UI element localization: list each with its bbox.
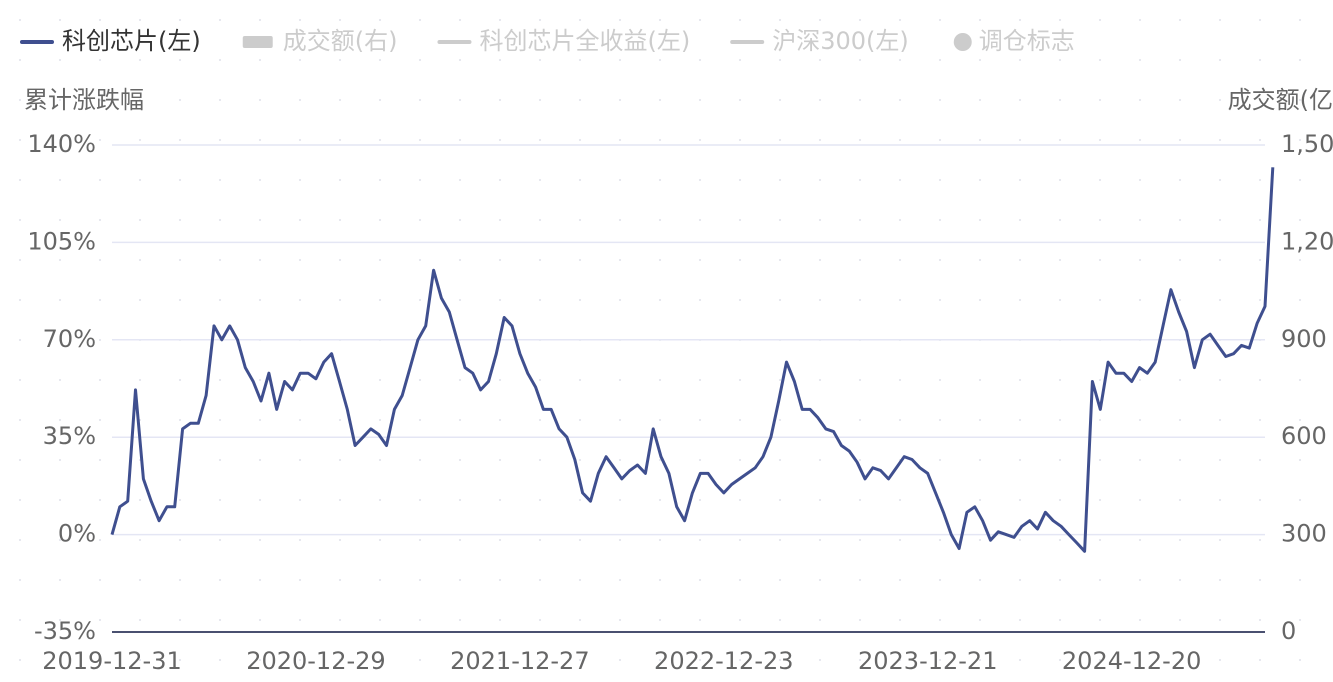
y-tick-label: 70% [43, 325, 96, 353]
y2-tick-label: 1,200 [1281, 227, 1333, 255]
y2-axis-title: 成交额(亿 [1228, 86, 1333, 114]
y2-tick-label: 0 [1281, 617, 1296, 645]
x-tick-label: 2019-12-31 [42, 647, 181, 675]
legend-icon [242, 36, 273, 48]
y2-tick-label: 300 [1281, 520, 1327, 548]
x-tick-label: 2022-12-23 [654, 647, 793, 675]
legend-label[interactable]: 调仓标志 [979, 27, 1075, 55]
y-tick-label: 140% [27, 130, 96, 158]
legend-label[interactable]: 科创芯片全收益(左) [479, 27, 690, 55]
legend-icon [953, 33, 972, 51]
y2-tick-label: 900 [1281, 325, 1327, 353]
y2-tick-label: 1,500 [1281, 130, 1333, 158]
x-tick-label: 2020-12-29 [246, 647, 385, 675]
x-tick-label: 2024-12-20 [1062, 647, 1201, 675]
y-tick-label: -35% [34, 617, 96, 645]
x-tick-label: 2021-12-27 [450, 647, 589, 675]
y2-tick-label: 600 [1281, 422, 1327, 450]
legend-label[interactable]: 科创芯片(左) [62, 27, 201, 55]
y-tick-label: 35% [43, 422, 96, 450]
legend-label[interactable]: 成交额(右) [283, 27, 398, 55]
x-tick-label: 2023-12-21 [858, 647, 997, 675]
y-tick-label: 105% [27, 227, 96, 255]
series-line [110, 167, 1275, 553]
y-axis-title: 累计涨跌幅 [24, 86, 144, 114]
legend-label[interactable]: 沪深300(左) [772, 27, 909, 55]
y-tick-label: 0% [58, 520, 96, 548]
